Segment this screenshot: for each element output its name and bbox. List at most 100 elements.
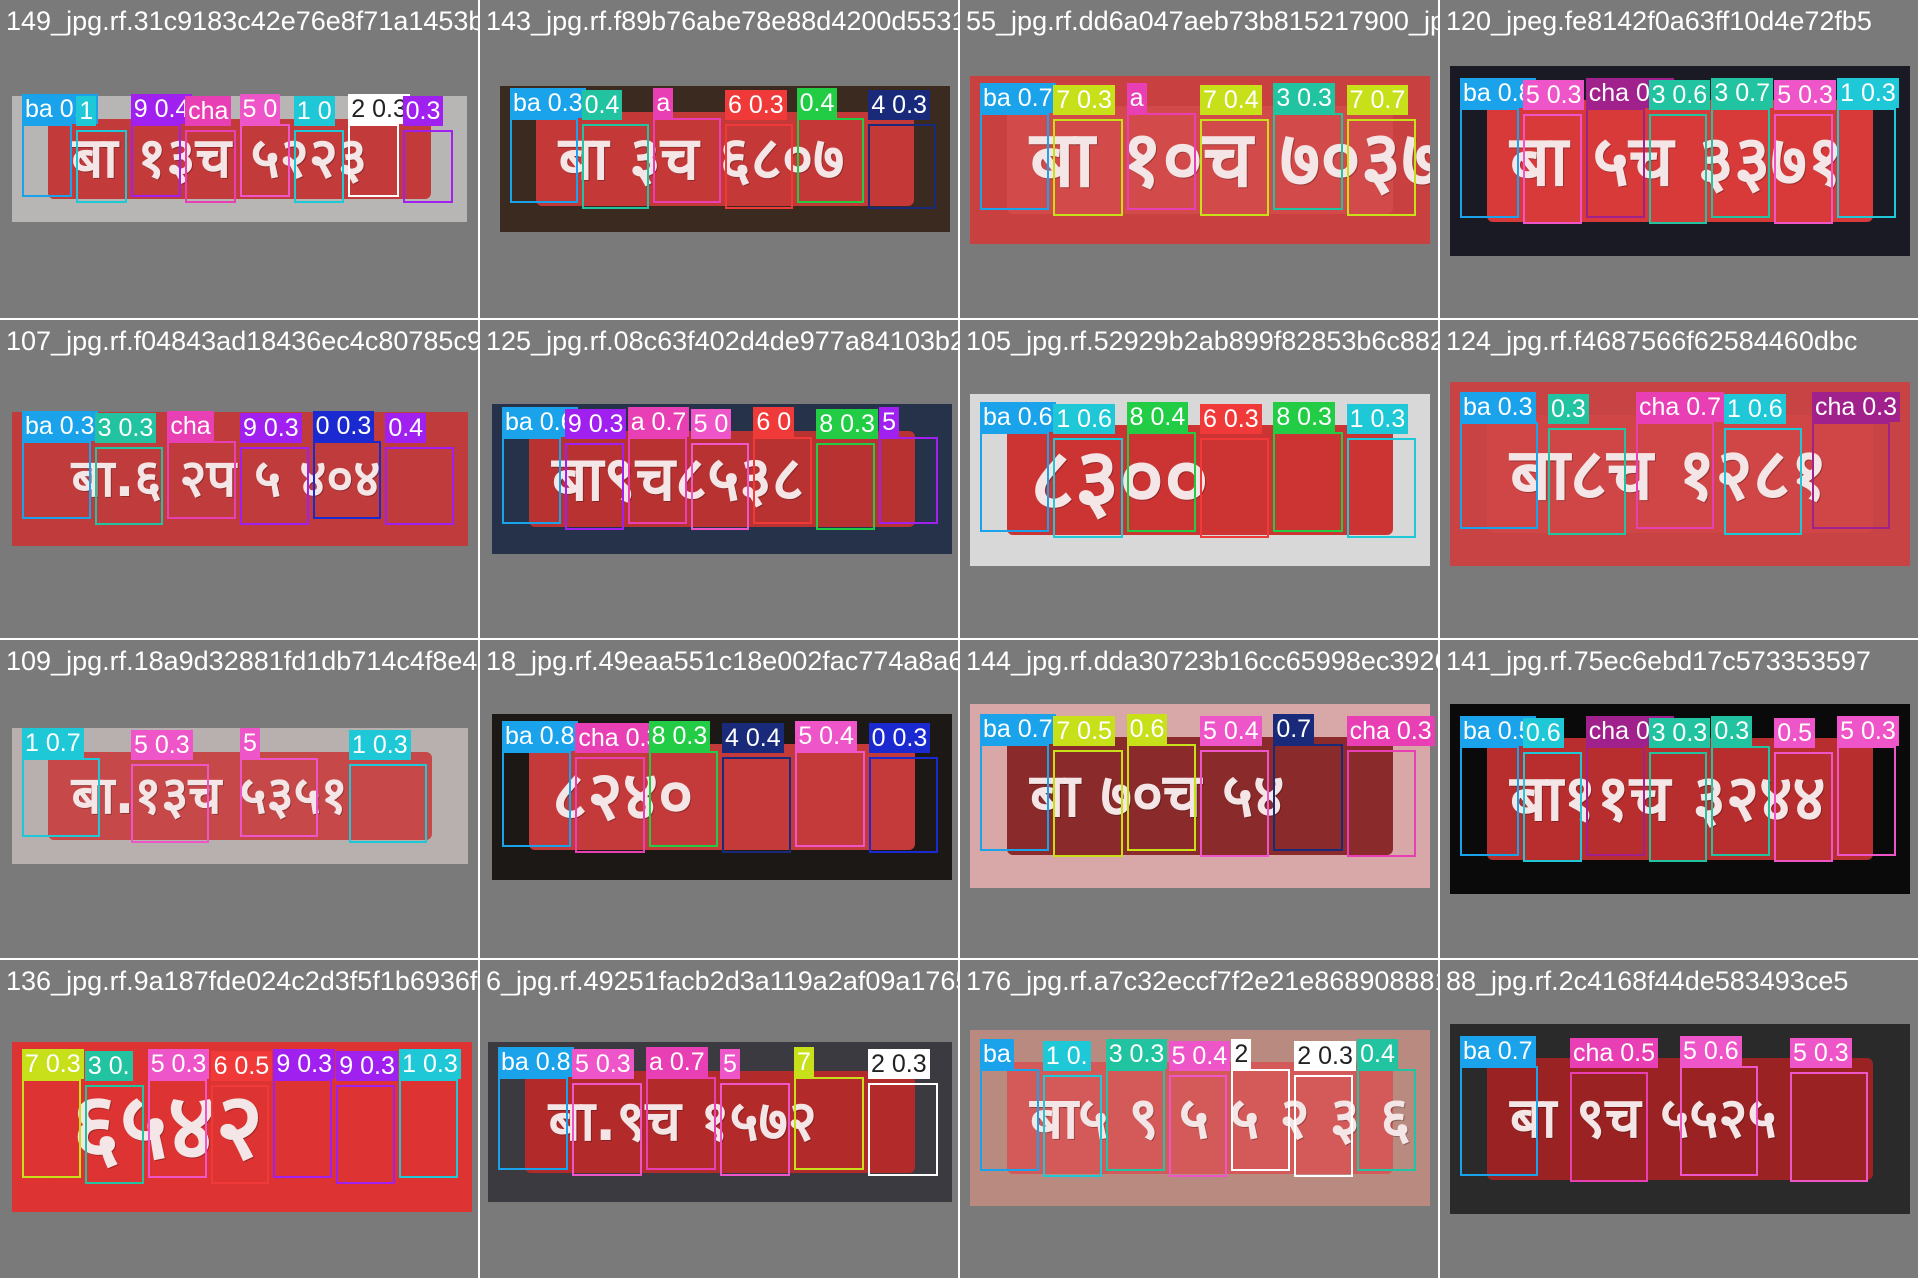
detection-label: 1 0.7 [22,727,84,758]
detection-label: 5 0.3 [1837,715,1899,746]
detection-label: 5 [240,727,260,758]
detection-label: 7 [794,1047,814,1078]
detection-box [130,123,182,197]
detection-label: 9 0.3 [336,1051,398,1082]
detection-box [648,750,718,847]
detection-box [1460,1065,1538,1176]
detection-box [879,437,938,524]
detection-label: ba 0.3 [510,88,586,119]
result-panel: बा ३च ६८०७ ba 0.3 0.4 a 6 0.3 0.4 4 0.3 143_jpg… [480,0,960,320]
panel-title: 105_jpg.rf.52929b2ab899f82853b6c8824f03f… [966,326,1438,356]
panel-title: 136_jpg.rf.9a187fde024c2d3f5f1b6936f0492… [6,966,478,996]
detection-box [22,1079,81,1178]
detection-label: 7 0.5 [1053,716,1115,747]
detection-label: ba 0.6 [980,401,1056,432]
detection-box [627,437,687,524]
detection-label: ba 0.3 [1460,392,1536,423]
detection-label: 5 0.3 [572,1049,634,1080]
plate-characters: बा १३च ५२२३ [71,125,368,191]
detection-box [1460,107,1519,218]
plate-characters: बा.१३च ५३५१ [71,765,348,826]
detection-label: 8 0.3 [648,720,711,751]
detection-label: 0 0.3 [868,722,931,753]
detection-label: a [1126,82,1147,113]
detection-box [240,447,309,526]
detection-box [1105,1068,1165,1171]
detection-box [147,1079,207,1178]
detection-box [1680,1065,1758,1176]
detection-label: 7 0.7 [1346,84,1409,115]
detection-label: 5 0.4 [1200,716,1262,747]
result-panel: बा ९च ५५२५ ba 0.7 cha 0.5 5 0.6 5 0.3 88_jpg.… [1440,960,1920,1280]
detection-box [510,118,578,203]
detection-label: 1 0.3 [399,1049,461,1080]
detection-label: 0.4 [796,88,838,119]
detection-box [720,1083,790,1176]
detection-label: 2 0.3 [1294,1040,1356,1071]
plate-characters: ८३०० [1029,429,1209,530]
detection-box [385,447,454,526]
detection-box [1636,422,1714,530]
detection-label: cha 0.7 [1636,392,1725,423]
detection-label: 2 [1231,1038,1252,1069]
detection-label: 1 0 [293,95,335,126]
detection-box [980,431,1050,532]
detection-box [1648,751,1708,862]
detection-label: 5 0.3 [1790,1037,1852,1068]
plate-characters: बा५ ९ ५ ५ २ ३ ६ [1029,1083,1411,1152]
detection-label: 5 0.6 [1680,1035,1742,1066]
detection-label: 0.7 [1273,714,1315,745]
detection-box [84,1085,144,1184]
detection-box [646,1077,716,1170]
detection-box [22,123,73,197]
detection-box [502,437,561,524]
detection-box [1200,750,1270,858]
detection-label: ba [980,1038,1014,1069]
panel-title: 120_jpeg.fe8142f0a63ff10d4e72fb5 [1446,6,1872,36]
detection-label: 4 0.3 [868,90,930,121]
detection-box [1273,744,1343,852]
detection-box [1346,750,1416,858]
detection-label: 9 0.3 [240,413,302,444]
detection-box [980,1068,1039,1171]
detection-box [690,443,750,530]
panel-title: 149_jpg.rf.31c9183c42e76e8f71a1453ba9ff8… [6,6,478,36]
detection-label: 1 [76,95,97,126]
detection-box [22,757,100,837]
detection-label: 5 0 [239,93,281,124]
detection-box [1522,751,1582,862]
detection-label: 0.5 [1774,717,1816,748]
plate-body: बा १०च ७०३७ [1006,106,1430,214]
detection-box [868,756,938,853]
detection-box [1837,745,1896,856]
detection-box [1042,1074,1102,1177]
detection-label: a [653,88,674,119]
detection-label: 8 0.3 [816,409,878,439]
plate-characters: बा.९च १५७२ [548,1088,817,1154]
detection-box [795,750,865,847]
detection-label: 6 0.3 [1200,403,1262,434]
detection-box [239,123,290,197]
panel-title: 6_jpg.rf.49251facb2d3a119a2af09a1765b577… [486,966,958,996]
detection-box [1053,118,1123,217]
plate-body: बा५ ९ ५ ५ २ ३ ६ [1006,1061,1410,1175]
detection-box [76,129,127,203]
detection-box [210,1085,270,1184]
detection-box [980,744,1050,852]
detection-label: 0.4 [1357,1038,1398,1069]
detection-box [1585,745,1645,856]
detection-box [1346,437,1416,538]
detection-label: 0.6 [1522,717,1564,748]
detection-label: 6 0 [753,407,795,437]
detection-label: 1 0.3 [1837,77,1899,108]
detection-box [399,1079,458,1178]
detection-label: 5 0.4 [1168,1040,1231,1071]
result-panel: ६५४२ 7 0.3 3 0. 5 0.3 6 0.5 9 0.3 9 0.3 1 0.3 13… [0,960,480,1280]
detection-box [1053,437,1123,538]
result-panel: बा५ ९ ५ ५ २ ३ ६ ba 1 0. 3 0.3 5 0.4 2 2 0.3 0.4… [960,960,1440,1280]
detection-label: 5 0.3 [1774,79,1836,110]
plate-body: बा.१३च ५३५१ [48,752,432,840]
plate-characters: बा.६ २प ५ ४०४ [71,448,381,509]
detection-box [868,124,936,209]
